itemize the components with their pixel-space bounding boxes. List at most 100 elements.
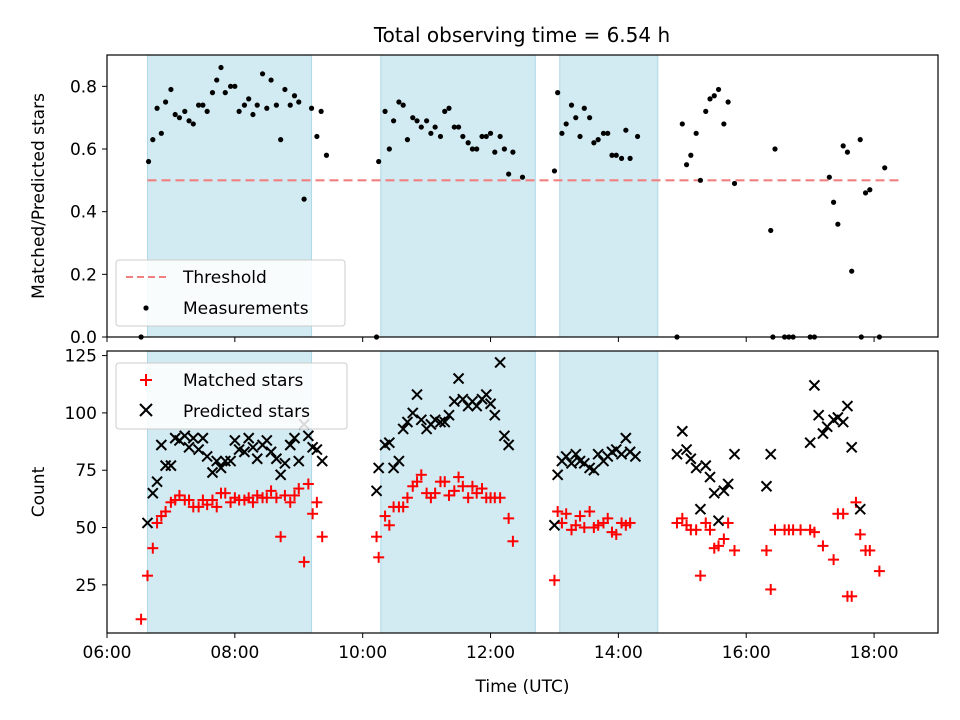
matched-point xyxy=(828,554,840,566)
measurement-point xyxy=(559,130,565,136)
measurement-point xyxy=(204,108,210,114)
predicted-point xyxy=(383,437,396,449)
matched-point xyxy=(760,544,772,556)
measurement-point xyxy=(296,99,302,105)
bottom-observing-window-2 xyxy=(559,350,659,634)
predicted-point xyxy=(407,407,419,419)
predicted-point xyxy=(279,457,291,470)
measurement-point xyxy=(469,146,476,152)
predicted-point xyxy=(439,416,451,428)
matched-point xyxy=(602,512,614,524)
matched-point xyxy=(279,489,291,501)
measurement-point xyxy=(849,268,855,274)
predicted-point xyxy=(411,388,423,401)
matched-point xyxy=(397,501,409,513)
top-axes-frame xyxy=(106,54,939,338)
measurement-point xyxy=(442,108,448,114)
predicted-point xyxy=(452,372,465,385)
matched-point xyxy=(311,496,323,508)
legend-predicted-swatch xyxy=(139,403,153,417)
xtick-label: 12:00 xyxy=(466,643,515,663)
predicted-point xyxy=(242,432,255,444)
predicted-point xyxy=(247,441,259,453)
matched-point xyxy=(247,496,259,508)
measurement-point xyxy=(186,118,192,124)
matched-point xyxy=(769,524,781,536)
matched-point xyxy=(429,487,441,499)
measurement-point xyxy=(519,174,526,180)
predicted-point xyxy=(201,450,213,463)
predicted-point xyxy=(401,416,414,428)
measurement-point xyxy=(465,140,471,146)
measurement-point xyxy=(273,102,279,108)
measurement-point xyxy=(214,77,220,83)
matched-point xyxy=(275,531,287,543)
measurement-point xyxy=(241,102,248,108)
predicted-point xyxy=(370,485,383,497)
matched-point xyxy=(494,492,506,504)
predicted-point xyxy=(620,432,632,444)
matched-point xyxy=(704,524,716,536)
measurement-point xyxy=(318,108,324,114)
matched-point xyxy=(307,508,319,520)
predicted-point xyxy=(457,393,469,405)
legend-threshold-label: Threshold xyxy=(182,268,267,288)
measurement-point xyxy=(418,124,424,130)
matched-point xyxy=(401,492,413,504)
matched-point xyxy=(552,505,564,517)
measurement-point xyxy=(551,168,558,174)
matched-point xyxy=(371,531,383,543)
measurement-point xyxy=(483,133,489,140)
matched-point xyxy=(610,528,622,540)
predicted-point xyxy=(845,441,858,453)
matched-point xyxy=(690,524,702,536)
measurement-point xyxy=(301,196,307,202)
matched-point xyxy=(713,540,725,552)
measurement-point xyxy=(711,93,717,99)
measurement-point xyxy=(227,83,234,89)
matched-point xyxy=(507,535,519,547)
measurement-point xyxy=(627,155,633,161)
legend-measurements-label: Measurements xyxy=(183,299,309,319)
measurement-point xyxy=(707,96,713,102)
matched-point xyxy=(135,613,147,625)
bottom-ylabel: Count xyxy=(29,466,49,517)
matched-point xyxy=(624,517,636,529)
predicted-point xyxy=(690,462,702,474)
matched-point xyxy=(864,544,876,556)
predicted-point xyxy=(393,455,405,467)
measurement-point xyxy=(835,221,841,227)
predicted-point xyxy=(251,453,263,465)
predicted-point xyxy=(676,425,689,437)
measurement-point xyxy=(314,133,320,140)
predicted-point xyxy=(261,434,273,447)
matched-point xyxy=(211,501,223,513)
measurement-point xyxy=(510,149,516,155)
matched-point xyxy=(251,489,263,501)
predicted-point xyxy=(192,443,205,456)
matched-point xyxy=(556,517,568,529)
measurement-point xyxy=(492,149,498,155)
measurement-point xyxy=(432,124,438,130)
measurement-point xyxy=(246,96,252,102)
chart-title: Total observing time = 6.54 h xyxy=(373,23,670,47)
measurement-point xyxy=(382,108,388,114)
predicted-point xyxy=(293,455,305,467)
predicted-point xyxy=(708,487,720,499)
measurement-point xyxy=(697,177,704,183)
matched-point xyxy=(795,524,807,536)
measurement-point xyxy=(154,105,160,111)
predicted-point xyxy=(443,409,455,421)
predicted-point xyxy=(448,395,461,408)
bottom-ytick-label: 25 xyxy=(75,576,97,596)
matched-point xyxy=(560,508,572,520)
measurement-point xyxy=(609,152,615,158)
measurement-point xyxy=(688,152,694,158)
top-ytick-label: 0.0 xyxy=(70,328,97,348)
matched-point xyxy=(765,583,777,595)
predicted-point xyxy=(551,469,564,481)
matched-point xyxy=(729,544,741,556)
measurement-point xyxy=(218,64,224,71)
measurement-point xyxy=(404,137,411,143)
bottom-ytick-label: 50 xyxy=(75,519,97,539)
